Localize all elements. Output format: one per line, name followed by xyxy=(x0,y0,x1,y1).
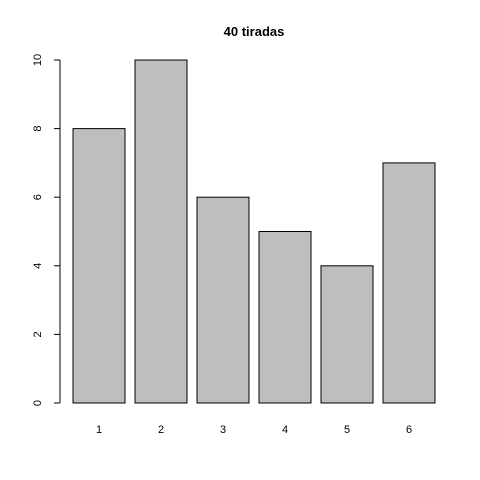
bar-4 xyxy=(258,231,312,404)
bar-1 xyxy=(72,128,126,404)
y-tick-label-4: 4 xyxy=(32,263,44,269)
y-tick-label-0: 0 xyxy=(32,400,44,406)
bars-layer xyxy=(72,59,436,404)
y-tick-label-10: 10 xyxy=(32,54,44,66)
bar-5 xyxy=(320,265,374,404)
bar-3 xyxy=(196,196,250,404)
x-tick-label-3: 3 xyxy=(220,424,226,436)
y-axis: 0 2 4 6 8 10 xyxy=(32,54,61,406)
y-tick-label-8: 8 xyxy=(32,126,44,132)
x-tick-label-1: 1 xyxy=(96,424,102,436)
y-tick-label-2: 2 xyxy=(32,331,44,337)
bar-6 xyxy=(382,162,436,404)
x-tick-label-2: 2 xyxy=(158,424,164,436)
x-tick-label-4: 4 xyxy=(282,424,288,436)
x-tick-label-5: 5 xyxy=(344,424,350,436)
chart-title: 40 tiradas xyxy=(224,24,285,39)
y-tick-label-6: 6 xyxy=(32,194,44,200)
bar-2 xyxy=(134,59,188,404)
x-axis-labels: 1 2 3 4 5 6 xyxy=(96,424,412,436)
x-tick-label-6: 6 xyxy=(406,424,412,436)
